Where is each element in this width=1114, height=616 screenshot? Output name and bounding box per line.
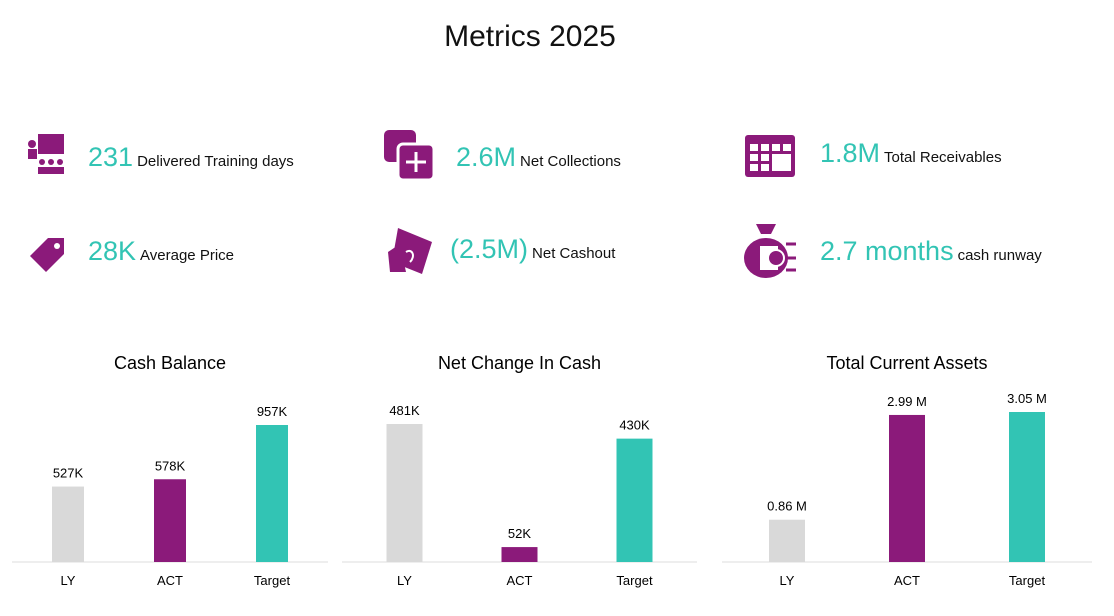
kpi: (2.5M) Net Cashout bbox=[450, 234, 615, 265]
chart-title: Net Change In Cash bbox=[438, 353, 601, 373]
chart-title: Cash Balance bbox=[114, 353, 226, 373]
icon-training bbox=[28, 134, 64, 174]
x-tick-label: LY bbox=[61, 573, 76, 588]
kpi: 2.7 months cash runway bbox=[820, 236, 1042, 267]
kpi-value: 2.6M bbox=[456, 142, 517, 172]
kpi-value: 1.8M bbox=[820, 138, 881, 168]
kpi-label: Total Receivables bbox=[884, 149, 1002, 166]
icon-price bbox=[30, 238, 64, 272]
kpi-label: Delivered Training days bbox=[137, 153, 294, 170]
value-label: 430K bbox=[619, 418, 650, 433]
bar bbox=[52, 486, 84, 562]
kpi: 1.8M Total Receivables bbox=[820, 138, 1002, 169]
value-label: 957K bbox=[257, 404, 288, 419]
kpi-label: Average Price bbox=[140, 247, 234, 264]
kpi-value: 231 bbox=[88, 142, 134, 172]
x-tick-label: LY bbox=[780, 573, 795, 588]
x-tick-label: ACT bbox=[507, 573, 533, 588]
kpi-label: cash runway bbox=[957, 247, 1042, 264]
icon-runway bbox=[744, 224, 796, 278]
bar bbox=[501, 547, 538, 562]
kpi-label: Net Cashout bbox=[532, 245, 616, 262]
bar bbox=[1009, 412, 1045, 562]
value-label: 578K bbox=[155, 458, 186, 473]
value-label: 0.86 M bbox=[767, 499, 807, 514]
kpi-label: Net Collections bbox=[520, 153, 621, 170]
icon-receivables bbox=[745, 135, 795, 177]
bar bbox=[256, 425, 288, 562]
bar bbox=[769, 519, 805, 562]
bar bbox=[386, 424, 423, 562]
value-label: 3.05 M bbox=[1007, 391, 1047, 406]
value-label: 52K bbox=[508, 526, 531, 541]
icon-collections bbox=[384, 130, 436, 182]
bar bbox=[616, 438, 653, 562]
x-tick-label: ACT bbox=[894, 573, 920, 588]
kpi-value: 28K bbox=[88, 236, 137, 266]
chart-title: Total Current Assets bbox=[826, 353, 987, 373]
x-tick-label: Target bbox=[616, 573, 653, 588]
value-label: 2.99 M bbox=[887, 394, 927, 409]
x-tick-label: Target bbox=[254, 573, 291, 588]
bar bbox=[889, 414, 925, 562]
kpi: 2.6M Net Collections bbox=[456, 142, 621, 173]
kpi: 28K Average Price bbox=[88, 236, 234, 267]
value-label: 481K bbox=[389, 403, 420, 418]
kpi-value: (2.5M) bbox=[450, 234, 529, 264]
icon-cashout bbox=[388, 228, 432, 274]
page-title: Metrics 2025 bbox=[444, 20, 616, 53]
x-tick-label: ACT bbox=[157, 573, 183, 588]
x-tick-label: Target bbox=[1009, 573, 1046, 588]
kpi-value: 2.7 months bbox=[820, 236, 954, 266]
value-label: 527K bbox=[53, 466, 84, 481]
bar bbox=[154, 479, 186, 562]
x-tick-label: LY bbox=[397, 573, 412, 588]
kpi: 231 Delivered Training days bbox=[88, 142, 294, 173]
